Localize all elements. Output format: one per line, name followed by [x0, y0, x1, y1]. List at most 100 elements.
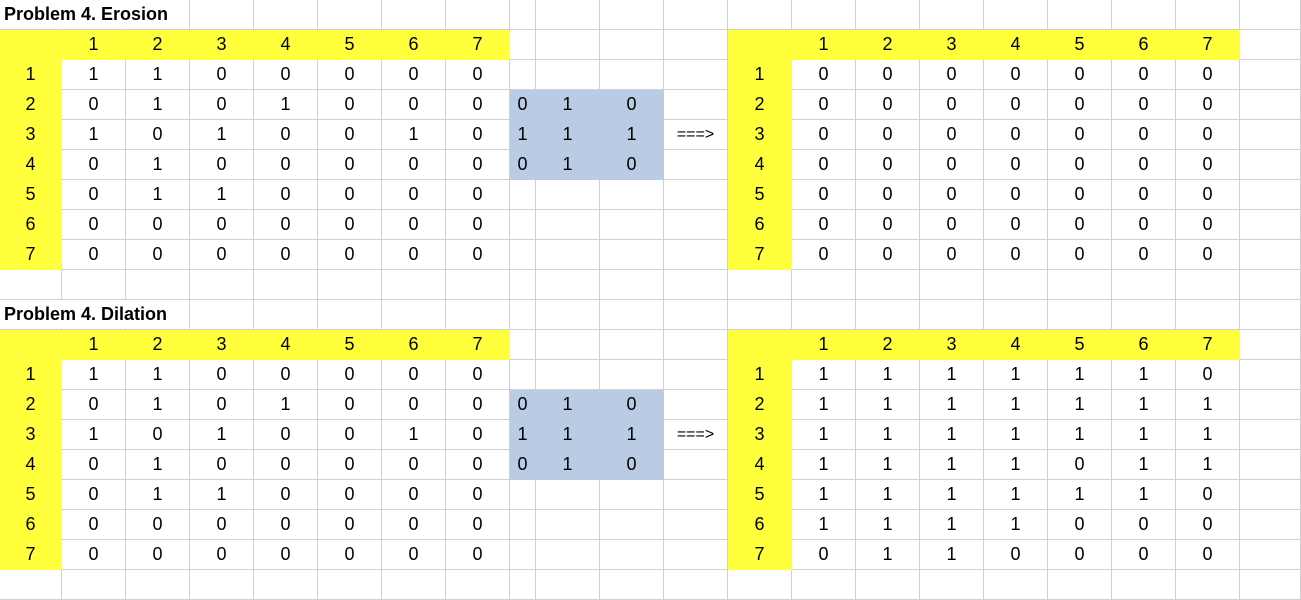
empty-cell[interactable] — [510, 300, 536, 330]
input-cell[interactable]: 0 — [62, 540, 126, 570]
input-row-header[interactable]: 4 — [0, 450, 62, 480]
output-cell[interactable]: 1 — [920, 360, 984, 390]
output-cell[interactable]: 0 — [920, 90, 984, 120]
input-cell[interactable]: 0 — [382, 450, 446, 480]
output-cell[interactable]: 0 — [1112, 150, 1176, 180]
empty-cell[interactable] — [126, 0, 190, 30]
input-cell[interactable]: 0 — [446, 180, 510, 210]
input-row-header[interactable]: 5 — [0, 180, 62, 210]
input-column-header[interactable]: 7 — [446, 330, 510, 360]
input-column-header[interactable]: 2 — [126, 330, 190, 360]
output-column-header[interactable]: 4 — [984, 330, 1048, 360]
input-cell[interactable]: 1 — [62, 120, 126, 150]
empty-cell[interactable] — [664, 0, 728, 30]
output-row-header[interactable]: 3 — [728, 120, 792, 150]
input-cell[interactable]: 0 — [382, 390, 446, 420]
empty-cell[interactable] — [600, 0, 664, 30]
input-cell[interactable]: 1 — [126, 90, 190, 120]
empty-cell[interactable] — [1176, 300, 1240, 330]
empty-cell[interactable] — [510, 270, 536, 300]
output-corner-cell[interactable] — [728, 30, 792, 60]
input-cell[interactable]: 1 — [126, 180, 190, 210]
empty-cell[interactable] — [1240, 60, 1301, 90]
input-cell[interactable]: 0 — [318, 360, 382, 390]
input-cell[interactable]: 0 — [126, 240, 190, 270]
output-cell[interactable]: 0 — [792, 150, 856, 180]
input-cell[interactable]: 0 — [190, 510, 254, 540]
input-cell[interactable]: 0 — [318, 240, 382, 270]
empty-cell[interactable] — [510, 480, 536, 510]
input-row-header[interactable]: 3 — [0, 420, 62, 450]
input-cell[interactable]: 1 — [190, 180, 254, 210]
input-cell[interactable]: 0 — [382, 150, 446, 180]
input-column-header[interactable]: 3 — [190, 30, 254, 60]
input-cell[interactable]: 0 — [318, 450, 382, 480]
input-column-header[interactable]: 5 — [318, 30, 382, 60]
input-cell[interactable]: 0 — [190, 360, 254, 390]
empty-cell[interactable] — [1112, 570, 1176, 600]
empty-cell[interactable] — [600, 570, 664, 600]
empty-cell[interactable] — [1240, 480, 1301, 510]
output-cell[interactable]: 0 — [1112, 60, 1176, 90]
input-row-header[interactable]: 1 — [0, 360, 62, 390]
output-cell[interactable]: 0 — [1176, 510, 1240, 540]
output-cell[interactable]: 0 — [1176, 540, 1240, 570]
input-cell[interactable]: 0 — [190, 210, 254, 240]
output-cell[interactable]: 1 — [1112, 390, 1176, 420]
input-cell[interactable]: 0 — [62, 510, 126, 540]
empty-cell[interactable] — [920, 300, 984, 330]
input-cell[interactable]: 0 — [382, 510, 446, 540]
input-cell[interactable]: 0 — [126, 510, 190, 540]
empty-cell[interactable] — [792, 300, 856, 330]
output-cell[interactable]: 0 — [1176, 180, 1240, 210]
output-cell[interactable]: 0 — [984, 90, 1048, 120]
output-cell[interactable]: 1 — [1048, 420, 1112, 450]
input-cell[interactable]: 0 — [318, 510, 382, 540]
output-cell[interactable]: 1 — [1048, 390, 1112, 420]
output-cell[interactable]: 1 — [856, 480, 920, 510]
input-cell[interactable]: 0 — [318, 480, 382, 510]
output-cell[interactable]: 0 — [792, 210, 856, 240]
input-cell[interactable]: 1 — [190, 420, 254, 450]
output-cell[interactable]: 0 — [920, 120, 984, 150]
input-corner-cell[interactable] — [0, 30, 62, 60]
input-cell[interactable]: 0 — [382, 480, 446, 510]
empty-cell[interactable] — [510, 360, 536, 390]
empty-cell[interactable] — [1176, 570, 1240, 600]
input-cell[interactable]: 0 — [382, 180, 446, 210]
empty-cell[interactable] — [446, 270, 510, 300]
empty-cell[interactable] — [600, 540, 664, 570]
input-cell[interactable]: 1 — [62, 360, 126, 390]
input-cell[interactable]: 1 — [62, 420, 126, 450]
empty-cell[interactable] — [318, 300, 382, 330]
output-cell[interactable]: 1 — [1048, 480, 1112, 510]
empty-cell[interactable] — [318, 270, 382, 300]
output-row-header[interactable]: 2 — [728, 390, 792, 420]
input-cell[interactable]: 0 — [382, 90, 446, 120]
output-cell[interactable]: 1 — [1112, 450, 1176, 480]
output-column-header[interactable]: 3 — [920, 30, 984, 60]
empty-cell[interactable] — [664, 390, 728, 420]
output-cell[interactable]: 1 — [920, 450, 984, 480]
input-column-header[interactable]: 6 — [382, 30, 446, 60]
input-cell[interactable]: 0 — [126, 420, 190, 450]
output-cell[interactable]: 0 — [1112, 120, 1176, 150]
output-row-header[interactable]: 4 — [728, 450, 792, 480]
output-cell[interactable]: 1 — [792, 510, 856, 540]
empty-cell[interactable] — [664, 510, 728, 540]
empty-cell[interactable] — [536, 0, 600, 30]
empty-cell[interactable] — [1240, 90, 1301, 120]
output-cell[interactable]: 0 — [1176, 360, 1240, 390]
input-cell[interactable]: 1 — [126, 360, 190, 390]
input-cell[interactable]: 0 — [382, 240, 446, 270]
output-cell[interactable]: 0 — [1112, 90, 1176, 120]
input-cell[interactable]: 0 — [254, 240, 318, 270]
input-cell[interactable]: 1 — [126, 60, 190, 90]
empty-cell[interactable] — [382, 0, 446, 30]
kernel-cell[interactable]: 0 — [600, 90, 664, 120]
empty-cell[interactable] — [510, 60, 536, 90]
empty-cell[interactable] — [536, 240, 600, 270]
output-cell[interactable]: 0 — [1176, 480, 1240, 510]
input-cell[interactable]: 1 — [254, 390, 318, 420]
